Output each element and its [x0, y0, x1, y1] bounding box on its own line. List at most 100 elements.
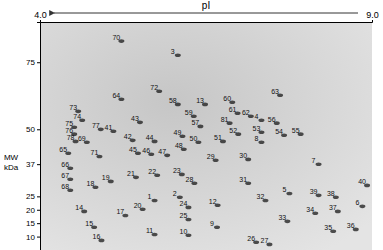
- spot-label: 35: [324, 224, 332, 231]
- spot-label: 77: [92, 122, 100, 129]
- spot-label: 68: [61, 183, 69, 190]
- y-tick-label: 37: [26, 160, 35, 169]
- spot-label: 24: [180, 200, 188, 207]
- spot-label: 33: [278, 214, 286, 221]
- spot-label: 8: [255, 135, 259, 142]
- spot: [214, 225, 220, 229]
- x-tick-label: 4.0: [34, 10, 47, 20]
- spot-label: 10: [180, 228, 188, 235]
- spot-label: 31: [239, 176, 247, 183]
- y-axis-line: [37, 23, 41, 250]
- spot-label: 26: [247, 235, 255, 242]
- spot-label: 63: [271, 88, 279, 95]
- spot-label: 66: [61, 161, 69, 168]
- spot-label: 75: [65, 120, 73, 127]
- y-axis-title: MWkDa: [4, 153, 19, 172]
- y-tick-mark: [37, 164, 40, 165]
- spot-label: 4: [255, 113, 259, 120]
- spot-label: 13: [196, 97, 204, 104]
- spot-label: 46: [142, 147, 150, 154]
- spot-label: 76: [65, 127, 73, 134]
- spot-label: 28: [186, 176, 194, 183]
- x-tick: 4.0: [34, 10, 47, 22]
- y-tick-mark: [37, 223, 40, 224]
- y-tick-mark: [37, 196, 40, 197]
- x-tick-mark: [40, 20, 41, 22]
- spot-label: 50: [189, 135, 197, 142]
- spot-label: 12: [209, 198, 217, 205]
- spot-label: 32: [257, 193, 265, 200]
- spot-label: 42: [124, 133, 132, 140]
- spot-label: 27: [261, 237, 269, 244]
- y-axis-title-line: MW: [4, 153, 19, 162]
- gel-background: [40, 22, 372, 250]
- spot-label: 41: [104, 124, 112, 131]
- x-axis-line: [41, 20, 373, 23]
- spot-label: 57: [191, 119, 199, 126]
- spot-label: 48: [175, 142, 183, 149]
- y-tick-label: 50: [26, 125, 35, 134]
- spot-label: 49: [174, 129, 182, 136]
- spot-label: 73: [69, 104, 77, 111]
- spot-label: 64: [112, 92, 120, 99]
- y-tick: 75: [26, 58, 40, 67]
- spot-label: 55: [292, 127, 300, 134]
- y-tick: 15: [26, 219, 40, 228]
- spot: [258, 118, 264, 122]
- y-tick-mark: [37, 129, 40, 130]
- spot-label: 15: [85, 220, 93, 227]
- spot-label: 37: [329, 204, 337, 211]
- spot-label: 11: [146, 227, 153, 234]
- spot: [175, 54, 181, 58]
- spot-label: 81: [221, 116, 229, 123]
- spot-label: 56: [268, 116, 276, 123]
- spot-label: 54: [275, 128, 283, 135]
- spot-label: 60: [223, 95, 231, 102]
- spot-label: 18: [87, 180, 95, 187]
- spot-label: 14: [75, 204, 83, 211]
- spot-label: 7: [312, 157, 316, 164]
- y-tick: 25: [26, 192, 40, 201]
- spot: [286, 192, 292, 196]
- spot-label: 17: [116, 208, 124, 215]
- y-tick: 37: [26, 160, 40, 169]
- spot-label: 36: [347, 222, 355, 229]
- y-tick-label: 10: [26, 233, 35, 242]
- spot-label: 9: [210, 220, 214, 227]
- x-axis-title: pI: [202, 0, 210, 11]
- spot-label: 21: [127, 170, 135, 177]
- x-axis: 4.0 9.0: [34, 10, 379, 23]
- spot-label: 23: [173, 167, 181, 174]
- spot-label: 1: [148, 193, 152, 200]
- spot-label: 22: [148, 168, 156, 175]
- x-tick-mark: [372, 20, 373, 22]
- x-tick-label: 9.0: [366, 10, 379, 20]
- spot-label: 2: [173, 190, 177, 197]
- spot-label: 38: [327, 190, 335, 197]
- chart: 7036472737475767869774143581359576061626…: [0, 0, 383, 250]
- spot-label: 40: [358, 178, 366, 185]
- spot-label: 78: [67, 134, 75, 141]
- spot-label: 19: [102, 174, 110, 181]
- y-tick-label: 25: [26, 192, 35, 201]
- spot-label: 69: [78, 135, 86, 142]
- y-tick: 50: [26, 125, 40, 134]
- spot: [316, 162, 322, 166]
- y-axis: 10 15 20 25 37 50 75: [26, 23, 40, 250]
- spot-label: 62: [242, 109, 250, 116]
- y-tick: 10: [26, 233, 40, 242]
- spot-label: 3: [171, 48, 175, 55]
- y-tick-label: 20: [26, 206, 35, 215]
- y-tick: 20: [26, 206, 40, 215]
- spot: [258, 140, 264, 144]
- spot-label: 65: [59, 146, 67, 153]
- y-tick-label: 15: [26, 219, 35, 228]
- y-tick-label: 75: [26, 58, 35, 67]
- y-tick-mark: [37, 210, 40, 211]
- spot-label: 53: [253, 125, 261, 132]
- spot-label: 67: [61, 172, 69, 179]
- spot-label: 43: [131, 115, 139, 122]
- spot: [359, 205, 365, 209]
- y-tick-mark: [37, 237, 40, 238]
- spot-label: 6: [355, 199, 359, 206]
